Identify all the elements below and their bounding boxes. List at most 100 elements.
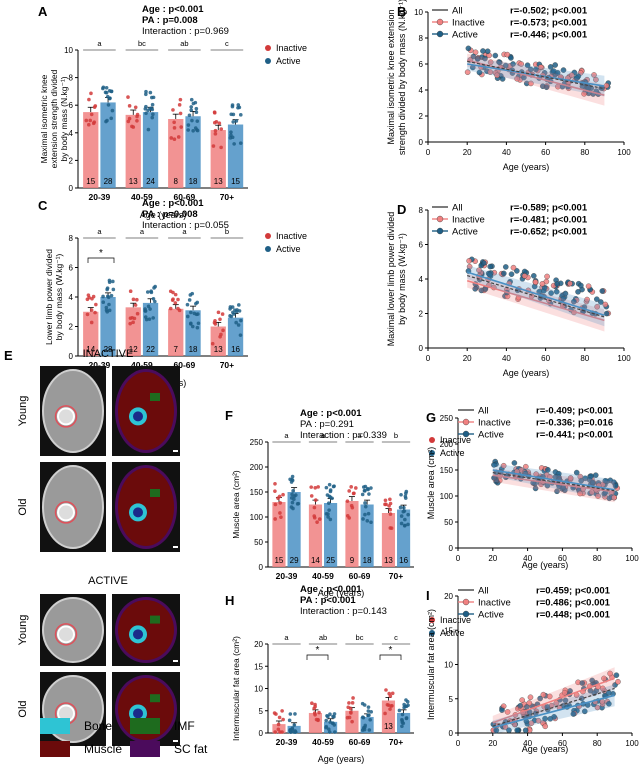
data-point [571, 298, 577, 305]
data-point [213, 128, 218, 133]
panel-letter: C [38, 198, 48, 213]
data-point [327, 508, 331, 512]
data-point [365, 519, 370, 523]
legend-marker [265, 58, 271, 64]
data-point [109, 116, 114, 121]
data-point [288, 712, 293, 716]
group-letter: bc [138, 39, 146, 48]
data-point [594, 704, 601, 711]
data-point [577, 490, 583, 497]
data-point [517, 703, 524, 709]
data-point [480, 48, 486, 54]
data-point [487, 69, 494, 75]
confidence-band [467, 273, 605, 332]
legend-label: All [452, 6, 463, 17]
y-axis-label: Maximal isometric knee [39, 74, 49, 163]
legend-marker [436, 18, 444, 26]
n-label: 28 [104, 177, 113, 186]
trend-line [466, 279, 605, 322]
data-point [598, 299, 604, 305]
data-point [611, 494, 617, 501]
legend-marker [462, 418, 470, 426]
data-point [603, 82, 610, 89]
data-point [346, 705, 351, 710]
data-point [150, 102, 155, 107]
data-point [504, 709, 511, 715]
data-point [186, 128, 191, 132]
y-tick-label: 5 [259, 707, 264, 716]
data-point [92, 120, 97, 124]
group-letter: c [225, 39, 229, 48]
y-tick-label: 200 [440, 440, 454, 449]
data-point [524, 62, 531, 69]
data-point [312, 505, 317, 510]
data-point [292, 723, 297, 727]
x-tick-label: 100 [625, 554, 639, 563]
data-point [212, 111, 217, 115]
data-point [528, 720, 535, 726]
data-point [89, 112, 94, 117]
data-point [554, 281, 560, 287]
data-point [231, 120, 236, 124]
data-point [133, 303, 138, 307]
data-point [101, 300, 106, 305]
data-point [522, 727, 529, 734]
data-point [190, 324, 195, 329]
data-point [186, 123, 191, 127]
data-point [511, 460, 518, 466]
y-tick-label: 10 [414, 8, 423, 17]
ct-imf [150, 489, 160, 497]
data-point [522, 463, 529, 470]
x-tick-label: 20 [463, 354, 472, 363]
data-point [554, 70, 561, 76]
data-point [229, 130, 233, 134]
data-point [496, 59, 502, 65]
ct-scale-bar [173, 546, 178, 548]
data-point [293, 712, 297, 716]
data-point [332, 714, 336, 719]
x-tick-label: 100 [625, 739, 639, 748]
data-point [194, 106, 199, 111]
x-tick-label: 80 [580, 354, 589, 363]
data-point [542, 715, 548, 722]
n-label: 14 [311, 556, 320, 565]
y-tick-label: 150 [440, 466, 454, 475]
legend-marker [436, 30, 444, 38]
x-tick-label: 60-69 [174, 360, 196, 370]
x-tick-label: 20 [463, 148, 472, 157]
group-letter: a [321, 431, 326, 440]
data-point [403, 517, 407, 522]
row-label: Old [17, 498, 29, 515]
data-point [388, 512, 393, 516]
legend-stat: r=-0.573; p<0.001 [510, 18, 588, 29]
data-point [144, 104, 148, 109]
n-label: 15 [86, 177, 95, 186]
x-tick-label: 0 [456, 554, 461, 563]
data-point [328, 720, 332, 724]
data-point [195, 300, 200, 305]
data-point [178, 111, 183, 116]
data-point [326, 515, 330, 519]
data-point [290, 474, 295, 479]
legend-stat: r=-0.446; p<0.001 [510, 30, 588, 41]
data-point [388, 507, 393, 512]
x-tick-label: 80 [580, 148, 589, 157]
legend-stat: r=0.459; p<0.001 [536, 586, 611, 597]
data-point [521, 273, 528, 279]
group-letter: c [394, 633, 398, 642]
x-axis-label: Age (years) [140, 210, 187, 220]
data-point [94, 302, 98, 307]
data-point [360, 715, 365, 719]
data-point [581, 91, 587, 97]
x-tick-label: 40-59 [131, 360, 153, 370]
anova-stat: Age : p<0.001 [142, 4, 204, 15]
data-point [234, 119, 239, 123]
x-tick-label: 60 [558, 739, 567, 748]
scfat-label: SC fat [174, 742, 208, 756]
data-point [87, 122, 91, 127]
data-point [367, 728, 372, 732]
data-point [105, 310, 110, 314]
data-point [212, 120, 217, 125]
y-tick-label: 10 [444, 661, 453, 670]
data-point [599, 685, 606, 692]
